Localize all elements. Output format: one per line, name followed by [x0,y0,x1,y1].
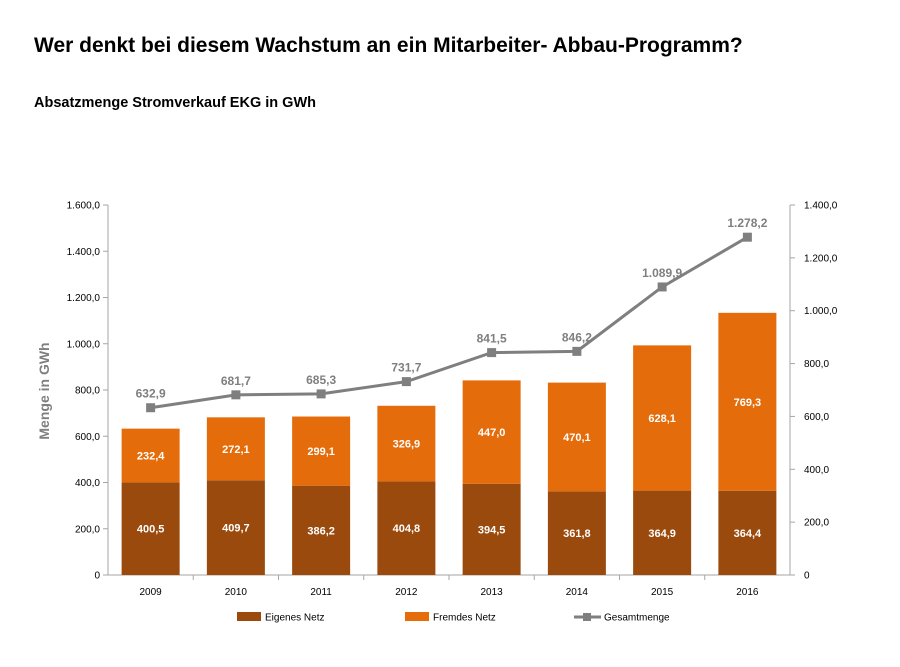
y2-tick-label: 1.400,0 [804,201,838,212]
point-label-gesamtmenge: 731,7 [391,361,421,375]
bar-fremdes-netz [633,345,692,491]
point-label-gesamtmenge: 632,9 [136,387,166,401]
point-gesamtmenge [401,377,411,387]
bar-fremdes-netz [462,380,521,484]
bar-eigenes-netz [292,485,351,575]
x-tick-label: 2015 [651,587,674,598]
chart-subtitle: Absatzmenge Stromverkauf EKG in GWh [34,95,316,111]
legend-swatch-eigenes-netz [237,612,261,621]
legend-marker-gesamtmenge [583,613,591,621]
y-tick-label: 400,0 [75,478,100,489]
y2-tick-label: 0 [804,571,810,582]
bar-label-fremdes-netz: 326,9 [393,439,421,451]
bar-eigenes-netz [206,480,265,575]
bar-label-eigenes-netz: 409,7 [222,523,250,535]
y-tick-label: 200,0 [75,524,100,535]
point-label-gesamtmenge: 846,2 [562,330,592,344]
bar-label-fremdes-netz: 769,3 [734,397,762,409]
point-gesamtmenge [657,282,667,292]
bar-label-fremdes-netz: 628,1 [648,413,676,425]
x-tick-label: 2014 [566,587,589,598]
legend-label-eigenes-netz: Eigenes Netz [265,613,324,624]
bar-label-fremdes-netz: 447,0 [478,427,506,439]
point-gesamtmenge [146,403,156,413]
x-tick-label: 2011 [310,587,332,598]
line-gesamtmenge [150,235,749,410]
y-tick-label: 600,0 [75,432,100,443]
bar-eigenes-netz [462,483,521,575]
bar-label-eigenes-netz: 404,8 [393,523,421,535]
bar-fremdes-netz [547,382,606,492]
y-tick-label: 1.600,0 [67,201,101,212]
bar-label-fremdes-netz: 272,1 [222,444,250,456]
bar-eigenes-netz [718,490,777,575]
point-gesamtmenge [572,346,582,356]
y2-tick-label: 400,0 [804,465,829,476]
bar-eigenes-netz [633,490,692,575]
bar-label-eigenes-netz: 386,2 [307,525,335,537]
bar-eigenes-netz [121,482,180,575]
bar-label-eigenes-netz: 364,4 [734,528,762,540]
bar-label-fremdes-netz: 232,4 [137,451,165,463]
bar-eigenes-netz [547,491,606,575]
x-tick-label: 2012 [395,587,418,598]
y-axis-title: Menge in GWh [36,342,52,439]
bar-label-eigenes-netz: 400,5 [137,524,165,536]
bar-fremdes-netz [718,312,777,491]
bar-fremdes-netz [377,405,436,482]
bar-fremdes-netz [292,416,351,486]
point-gesamtmenge [316,389,326,399]
point-label-gesamtmenge: 841,5 [477,332,507,346]
point-label-gesamtmenge: 685,3 [306,373,336,387]
legend-label-gesamtmenge: Gesamtmenge [604,613,670,624]
x-tick-label: 2010 [225,587,248,598]
legend-swatch-fremdes-netz [405,612,429,621]
y-tick-label: 0 [94,571,100,582]
x-tick-label: 2016 [736,587,759,598]
point-label-gesamtmenge: 681,7 [221,374,251,388]
y2-tick-label: 800,0 [804,359,829,370]
x-tick-label: 2009 [140,587,163,598]
page-title: Wer denkt bei diesem Wachstum an ein Mit… [34,34,743,57]
bar-label-eigenes-netz: 364,9 [648,528,676,540]
bar-label-eigenes-netz: 361,8 [563,528,591,540]
point-gesamtmenge [742,232,752,242]
y-tick-label: 800,0 [75,386,100,397]
point-label-gesamtmenge: 1.089,9 [642,266,682,280]
point-gesamtmenge [487,348,497,358]
y2-tick-label: 1.200,0 [804,253,838,264]
bar-eigenes-netz [377,481,436,575]
y2-tick-label: 200,0 [804,518,829,529]
bar-label-fremdes-netz: 299,1 [307,446,335,458]
y-tick-label: 1.200,0 [67,293,101,304]
legend-label-fremdes-netz: Fremdes Netz [433,613,496,624]
bar-fremdes-netz [121,428,180,483]
y-tick-label: 1.400,0 [67,247,101,258]
bar-label-eigenes-netz: 394,5 [478,524,506,536]
bar-label-fremdes-netz: 470,1 [563,432,591,444]
y-tick-label: 1.000,0 [67,339,101,350]
y2-tick-label: 600,0 [804,412,829,423]
x-tick-label: 2013 [481,587,504,598]
bar-fremdes-netz [206,417,265,481]
point-label-gesamtmenge: 1.278,2 [727,216,767,230]
y2-tick-label: 1.000,0 [804,306,838,317]
point-gesamtmenge [231,390,241,400]
